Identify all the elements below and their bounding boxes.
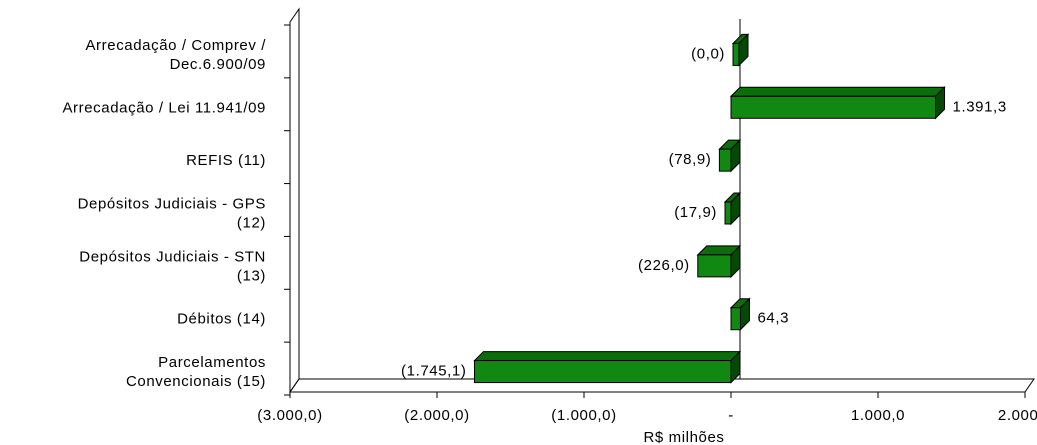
bar-top <box>473 351 742 362</box>
x-tick-label: (2.000,0) <box>404 407 469 424</box>
bar <box>729 86 946 120</box>
x-tick-label: 1.000,0 <box>851 407 905 424</box>
bars-group <box>473 33 946 384</box>
bar-front <box>473 360 732 384</box>
bar <box>718 138 742 173</box>
data-label: 64,3 <box>757 310 789 327</box>
bar-top <box>729 86 946 97</box>
data-label: (78,9) <box>669 151 712 168</box>
category-label: REFIS (11) <box>186 152 266 169</box>
x-tick-label: - <box>728 407 734 424</box>
bar <box>723 191 742 226</box>
bar-front <box>724 201 732 225</box>
data-label: 1.391,3 <box>953 98 1007 115</box>
bar-front <box>732 42 740 66</box>
x-tick-label: (3.000,0) <box>257 407 322 424</box>
bar-front <box>730 95 937 119</box>
data-label: (1.745,1) <box>401 363 466 380</box>
category-label: Arrecadação / Comprev / <box>85 37 266 54</box>
x-tick-label: 2.000,0 <box>998 407 1037 424</box>
bar <box>731 33 750 67</box>
x-axis-title: R$ milhões <box>643 429 724 445</box>
category-label: Parcelamentos <box>158 354 266 371</box>
labels-group: (3.000,0) (2.000,0) (1.000,0) - 1.000,0 2.000… <box>62 37 1037 424</box>
category-label: Depósitos Judiciais - GPS <box>78 196 266 213</box>
category-label: Débitos (14) <box>177 311 266 328</box>
bar <box>729 297 751 331</box>
bar <box>473 350 742 384</box>
x-tick-label: (1.000,0) <box>551 407 616 424</box>
data-label: (17,9) <box>674 204 717 221</box>
data-label: (226,0) <box>638 257 690 274</box>
category-label: Arrecadação / Lei 11.941/09 <box>62 99 266 116</box>
category-label: (12) <box>237 215 266 232</box>
category-label: Depósitos Judiciais - STN <box>79 248 266 265</box>
bar <box>696 244 742 279</box>
data-label: (0,0) <box>691 45 725 62</box>
plot-frame <box>284 7 1035 398</box>
category-label: (13) <box>237 267 266 284</box>
bar-front <box>697 254 732 278</box>
category-label: Dec.6.900/09 <box>170 56 266 73</box>
category-label: Convencionais (15) <box>126 373 266 390</box>
bar-front <box>730 307 741 331</box>
bar-front <box>718 148 732 172</box>
left-wall <box>289 7 300 394</box>
